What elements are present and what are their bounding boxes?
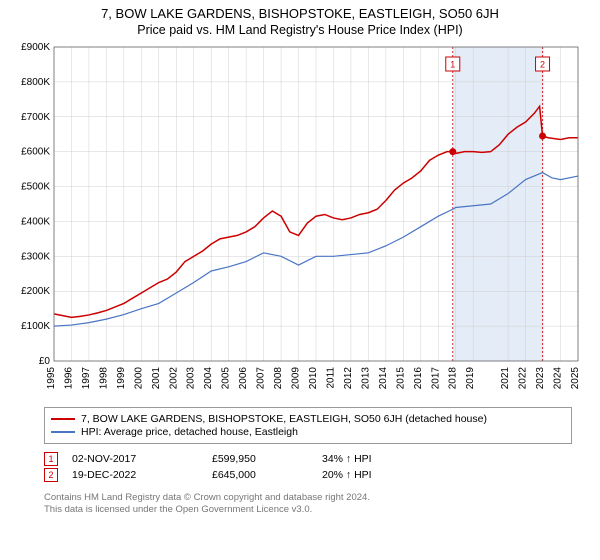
- y-tick-label: £700K: [21, 112, 50, 123]
- x-tick-label: 1996: [63, 367, 74, 390]
- x-tick-label: 2025: [570, 367, 581, 390]
- sale-dot: [449, 148, 456, 155]
- x-tick-label: 2006: [238, 367, 249, 390]
- legend-row: HPI: Average price, detached house, East…: [51, 426, 565, 438]
- footer-line2: This data is licensed under the Open Gov…: [44, 504, 572, 516]
- y-tick-label: £100K: [21, 321, 50, 332]
- sale-marker: 2: [44, 468, 58, 482]
- x-tick-label: 2023: [535, 367, 546, 390]
- x-tick-label: 2022: [518, 367, 529, 390]
- x-tick-label: 1999: [116, 367, 127, 390]
- sale-dot: [539, 132, 546, 139]
- chart-svg: £0 £100K £200K £300K £400K £500K £600K £700K £80…: [10, 41, 590, 401]
- legend-swatch: [51, 431, 75, 433]
- sale-date: 02-NOV-2017: [72, 453, 212, 465]
- legend-swatch: [51, 418, 75, 420]
- x-tick-label: 2010: [308, 367, 319, 390]
- y-tick-label: £500K: [21, 182, 50, 193]
- x-tick-label: 2012: [343, 367, 354, 390]
- x-tick-label: 2017: [430, 367, 441, 390]
- x-tick-label: 2021: [500, 367, 511, 390]
- x-tick-label: 2019: [465, 367, 476, 390]
- sale-marker-num: 2: [540, 60, 545, 70]
- sale-hpi: 34% ↑ HPI: [322, 453, 422, 465]
- title-subtitle: Price paid vs. HM Land Registry's House …: [10, 23, 590, 37]
- legend-label: HPI: Average price, detached house, East…: [81, 426, 298, 438]
- chart: £0 £100K £200K £300K £400K £500K £600K £700K £80…: [10, 41, 590, 401]
- x-tick-label: 2000: [133, 367, 144, 390]
- x-tick-label: 2001: [151, 367, 162, 390]
- sales-table: 1 02-NOV-2017£599,95034% ↑ HPI 2 19-DEC-202…: [44, 452, 572, 482]
- title-block: 7, BOW LAKE GARDENS, BISHOPSTOKE, EASTLE…: [0, 0, 600, 41]
- x-tick-label: 2013: [360, 367, 371, 390]
- footer-line1: Contains HM Land Registry data © Crown c…: [44, 492, 572, 504]
- x-tick-label: 1997: [81, 367, 92, 390]
- x-tick-label: 2016: [413, 367, 424, 390]
- y-tick-label: £900K: [21, 42, 50, 53]
- x-tick-label: 2018: [448, 367, 459, 390]
- sale-price: £645,000: [212, 469, 322, 481]
- x-tick-label: 2008: [273, 367, 284, 390]
- x-tick-label: 1995: [46, 367, 57, 390]
- sale-row: 1 02-NOV-2017£599,95034% ↑ HPI: [44, 452, 572, 466]
- footer: Contains HM Land Registry data © Crown c…: [44, 492, 572, 517]
- y-tick-label: £300K: [21, 251, 50, 262]
- y-tick-label: £600K: [21, 147, 50, 158]
- sale-marker-num: 1: [450, 60, 455, 70]
- x-tick-label: 2004: [203, 367, 214, 390]
- y-tick-label: £200K: [21, 286, 50, 297]
- y-tick-label: £0: [39, 356, 51, 367]
- x-tick-label: 2003: [186, 367, 197, 390]
- legend: 7, BOW LAKE GARDENS, BISHOPSTOKE, EASTLE…: [44, 407, 572, 444]
- x-tick-label: 2009: [291, 367, 302, 390]
- y-tick-label: £800K: [21, 77, 50, 88]
- legend-label: 7, BOW LAKE GARDENS, BISHOPSTOKE, EASTLE…: [81, 413, 487, 425]
- sale-price: £599,950: [212, 453, 322, 465]
- x-tick-label: 1998: [98, 367, 109, 390]
- sale-date: 19-DEC-2022: [72, 469, 212, 481]
- sale-hpi: 20% ↑ HPI: [322, 469, 422, 481]
- x-tick-label: 2015: [395, 367, 406, 390]
- x-tick-label: 2024: [553, 367, 564, 390]
- x-tick-label: 2002: [168, 367, 179, 390]
- x-tick-label: 2005: [221, 367, 232, 390]
- shade-band: [453, 47, 543, 361]
- title-address: 7, BOW LAKE GARDENS, BISHOPSTOKE, EASTLE…: [10, 6, 590, 21]
- x-tick-label: 2014: [378, 367, 389, 390]
- sale-marker: 1: [44, 452, 58, 466]
- legend-row: 7, BOW LAKE GARDENS, BISHOPSTOKE, EASTLE…: [51, 413, 565, 425]
- x-tick-label: 2007: [256, 367, 267, 390]
- sale-row: 2 19-DEC-2022£645,00020% ↑ HPI: [44, 468, 572, 482]
- x-tick-label: 2011: [325, 367, 336, 389]
- y-tick-label: £400K: [21, 216, 50, 227]
